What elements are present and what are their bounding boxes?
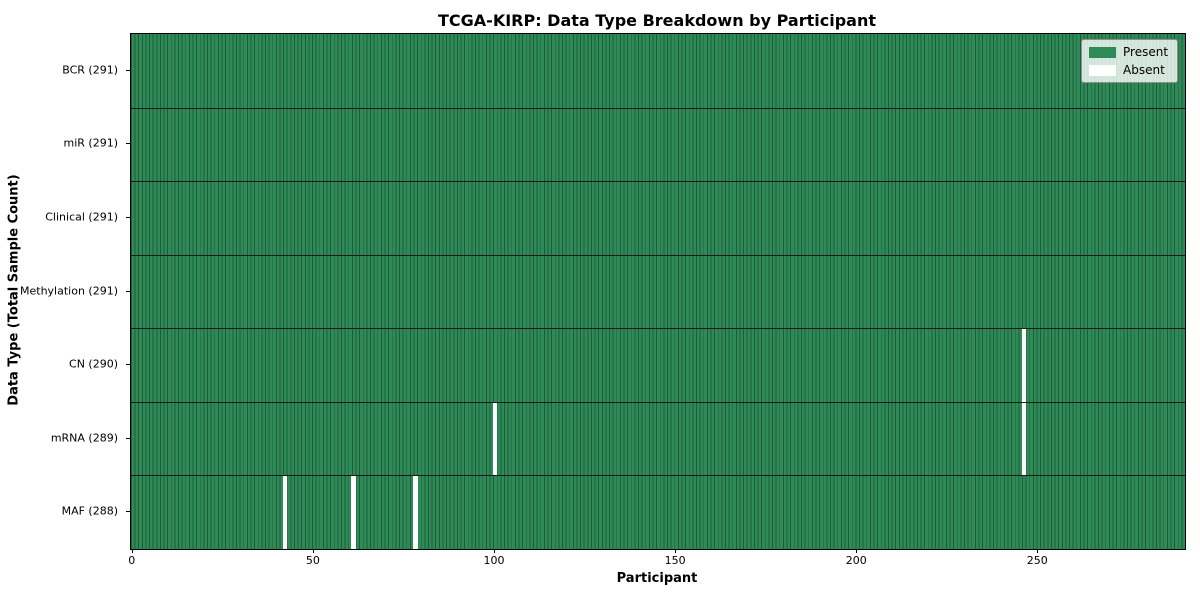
legend-item-absent: Absent [1089, 63, 1168, 77]
y-tick-mark [126, 437, 130, 439]
legend-label-absent: Absent [1123, 63, 1165, 77]
x-tick-mark [312, 549, 314, 553]
heatmap-row-mir [131, 107, 1185, 182]
y-tick-label-mrna: mRNA (289) [50, 431, 118, 445]
y-tick-label-methylation: Methylation (291) [20, 284, 118, 297]
x-tick-mark [675, 549, 677, 553]
row-divider [131, 254, 1185, 256]
x-tick-mark [1037, 549, 1039, 553]
absent-cell-maf-78 [413, 475, 418, 549]
y-tick-label-cn: CN (290) [69, 357, 118, 371]
heatmap-row-clinical [131, 181, 1185, 255]
x-tick-label-100: 100 [483, 554, 505, 567]
y-tick-mark [126, 364, 130, 366]
plot-area [130, 33, 1186, 550]
legend-item-present: Present [1089, 45, 1168, 59]
absent-cell-cn-246 [1021, 328, 1027, 402]
x-tick-mark [131, 549, 133, 553]
heatmap-row-bcr [131, 34, 1185, 108]
x-tick-label-250: 250 [1026, 554, 1048, 567]
y-tick-mark [126, 143, 130, 145]
x-tick-label-150: 150 [664, 554, 686, 567]
heatmap-row-methylation [131, 254, 1185, 329]
absent-cell-maf-61 [351, 475, 357, 549]
heatmap-row-cn [131, 328, 1185, 402]
x-tick-label-50: 50 [305, 554, 320, 567]
absent-swatch [1089, 64, 1116, 76]
x-axis-label: Participant [616, 571, 698, 586]
y-tick-label-clinical: Clinical (291) [45, 210, 118, 224]
row-divider [131, 107, 1185, 109]
heatmap-row-maf [131, 475, 1185, 549]
row-divider [131, 475, 1185, 477]
y-tick-label-bcr: BCR (291) [62, 63, 118, 77]
absent-cell-maf-42 [282, 475, 288, 549]
absent-cell-mrna-100 [492, 401, 498, 476]
row-divider [131, 328, 1185, 330]
y-tick-label-maf: MAF (288) [61, 504, 118, 518]
chart-title: TCGA-KIRP: Data Type Breakdown by Partic… [438, 11, 876, 30]
x-tick-label-0: 0 [128, 554, 136, 567]
x-tick-label-200: 200 [845, 554, 867, 567]
legend-label-present: Present [1123, 45, 1169, 59]
y-tick-label-mir: miR (291) [63, 136, 119, 150]
y-tick-mark [126, 511, 130, 513]
legend: Present Absent [1081, 39, 1179, 83]
y-tick-mark [126, 216, 130, 218]
present-swatch [1089, 46, 1116, 58]
row-divider [131, 401, 1185, 403]
y-tick-mark [126, 69, 130, 71]
absent-cell-mrna-246 [1021, 401, 1027, 476]
heatmap-row-mrna [131, 401, 1185, 476]
y-tick-mark [126, 290, 130, 292]
x-tick-mark [856, 549, 858, 553]
x-tick-mark [494, 549, 495, 553]
row-divider [131, 181, 1185, 183]
